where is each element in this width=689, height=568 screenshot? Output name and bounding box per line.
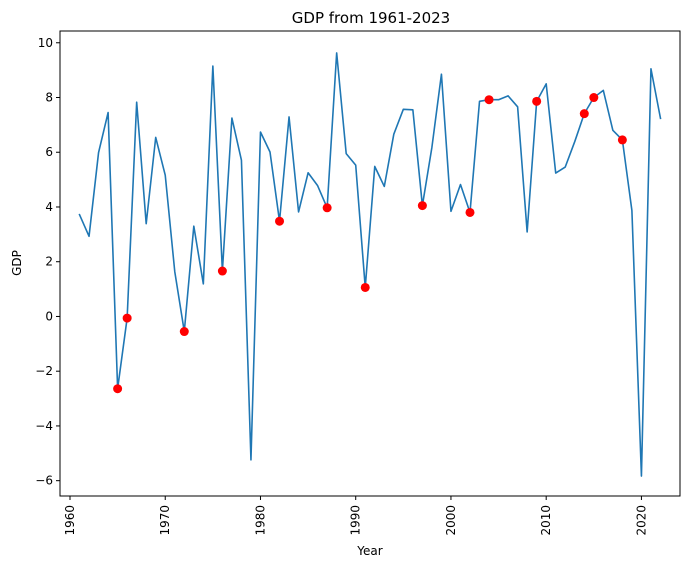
y-tick-label: 2 xyxy=(45,255,53,269)
highlight-point xyxy=(465,207,475,217)
x-tick-label: 1970 xyxy=(158,505,172,536)
highlight-point xyxy=(484,95,494,105)
highlight-point xyxy=(579,109,589,119)
highlight-point xyxy=(113,384,123,394)
y-tick-label: 8 xyxy=(45,91,53,105)
x-tick-label: 2010 xyxy=(539,505,553,536)
x-axis: 1960 1970 1980 1990 2000 2010 2020 xyxy=(63,496,648,536)
highlight-point xyxy=(532,96,542,106)
x-tick-label: 2020 xyxy=(634,505,648,536)
x-tick-label: 1960 xyxy=(63,505,77,536)
y-axis-label: GDP xyxy=(10,250,24,276)
y-tick-label: 0 xyxy=(45,309,53,323)
x-tick-label: 1980 xyxy=(253,505,267,536)
y-tick-label: −6 xyxy=(35,474,53,488)
highlight-point xyxy=(360,282,370,292)
y-tick-label: −2 xyxy=(35,364,53,378)
y-tick-label: 4 xyxy=(45,200,53,214)
plot-frame xyxy=(59,30,681,497)
marker-layer xyxy=(113,93,627,394)
highlight-point xyxy=(122,313,132,323)
y-tick-label: 6 xyxy=(45,145,53,159)
y-tick-label: −4 xyxy=(35,419,53,433)
highlight-point xyxy=(322,203,332,213)
highlight-point xyxy=(589,93,599,103)
highlight-point xyxy=(275,216,285,226)
x-axis-label: Year xyxy=(356,544,382,558)
series-layer xyxy=(78,52,662,477)
x-tick-label: 2000 xyxy=(444,505,458,536)
plot-area xyxy=(78,52,662,477)
y-axis: −6 −4 −2 0 2 4 6 8 10 xyxy=(35,36,60,488)
highlight-point xyxy=(179,327,189,337)
chart-title: GDP from 1961-2023 xyxy=(292,9,450,27)
highlight-point xyxy=(617,135,627,145)
x-tick-label: 1990 xyxy=(349,505,363,536)
y-tick-label: 10 xyxy=(38,36,53,50)
series-line xyxy=(78,52,662,477)
highlight-point xyxy=(417,201,427,211)
highlight-point xyxy=(217,266,227,276)
